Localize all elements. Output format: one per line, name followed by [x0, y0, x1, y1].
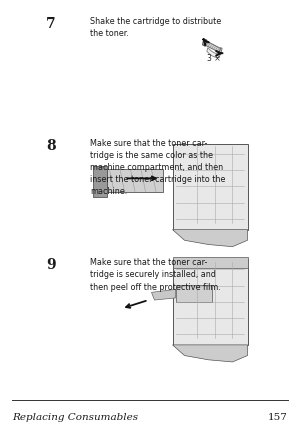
Text: Make sure that the toner car-
tridge is the same color as the
machine compartmen: Make sure that the toner car- tridge is … — [90, 138, 225, 196]
Polygon shape — [152, 290, 176, 300]
Text: 3 ×: 3 × — [207, 54, 220, 63]
FancyBboxPatch shape — [106, 170, 164, 192]
Polygon shape — [219, 49, 222, 55]
Text: 157: 157 — [268, 412, 288, 421]
Text: Shake the cartridge to distribute
the toner.: Shake the cartridge to distribute the to… — [90, 17, 221, 38]
FancyBboxPatch shape — [176, 285, 212, 302]
Polygon shape — [202, 40, 207, 47]
FancyBboxPatch shape — [172, 145, 248, 230]
Text: 7: 7 — [46, 17, 56, 31]
FancyBboxPatch shape — [172, 258, 248, 268]
Text: Replacing Consumables: Replacing Consumables — [12, 412, 138, 421]
FancyBboxPatch shape — [172, 260, 248, 345]
Polygon shape — [172, 345, 248, 362]
FancyBboxPatch shape — [93, 167, 106, 197]
Polygon shape — [172, 230, 248, 247]
Polygon shape — [206, 42, 220, 53]
Text: 8: 8 — [46, 138, 56, 153]
Text: 9: 9 — [46, 258, 56, 272]
Text: Make sure that the toner car-
tridge is securely installed, and
then peel off th: Make sure that the toner car- tridge is … — [90, 258, 221, 291]
Polygon shape — [207, 49, 220, 59]
